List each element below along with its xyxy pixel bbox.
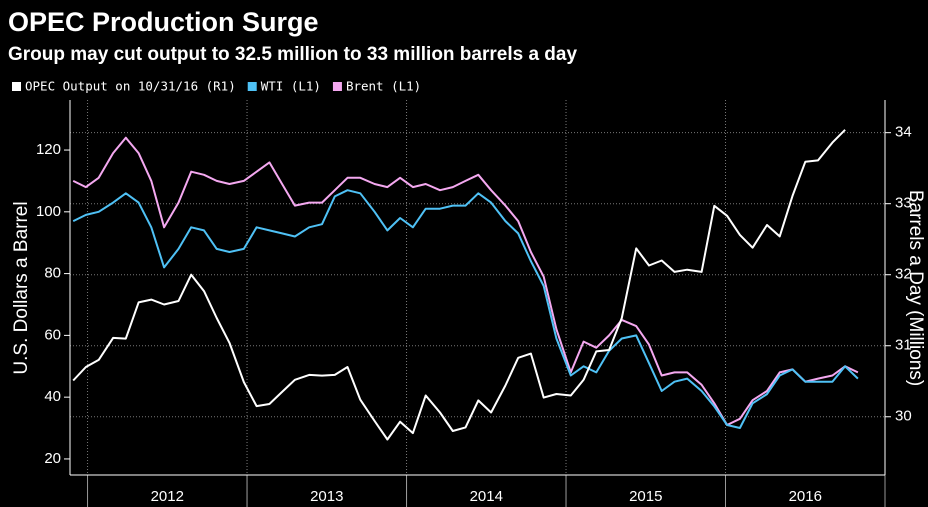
x-tick-label: 2013 — [310, 488, 343, 505]
x-tick-label: 2014 — [470, 488, 503, 505]
y-axis-title: U.S. Dollars a Barrel — [11, 201, 32, 374]
series-line — [72, 136, 859, 426]
y2-tick-label: 33 — [895, 195, 912, 212]
y-tick-label: 100 — [36, 203, 61, 220]
legend-label: Brent (L1) — [346, 79, 421, 94]
x-tick-label: 2015 — [629, 488, 662, 505]
y-tick-label: 120 — [36, 141, 61, 158]
y-tick-label: 20 — [44, 450, 61, 467]
legend-swatch — [12, 82, 21, 91]
x-tick-label: 2012 — [151, 488, 184, 505]
series-line — [72, 189, 859, 429]
y2-tick-label: 31 — [895, 337, 912, 354]
y2-tick-label: 34 — [895, 124, 912, 141]
chart-title: OPEC Production Surge — [8, 7, 319, 37]
y-tick-label: 40 — [44, 388, 61, 405]
x-tick-label: 2016 — [789, 488, 822, 505]
y2-tick-label: 30 — [895, 408, 912, 425]
y2-axis-title: Barrels a Day (Millions) — [905, 190, 926, 386]
y-tick-label: 80 — [44, 265, 61, 282]
y-tick-label: 60 — [44, 326, 61, 343]
chart-subtitle: Group may cut output to 32.5 million to … — [8, 44, 577, 65]
y2-tick-label: 32 — [895, 266, 912, 283]
legend-label: WTI (L1) — [261, 79, 321, 94]
legend-swatch — [247, 82, 257, 91]
series-line — [72, 129, 846, 441]
legend-label: OPEC Output on 10/31/16 (R1) — [25, 79, 236, 94]
legend-swatch — [332, 82, 342, 91]
